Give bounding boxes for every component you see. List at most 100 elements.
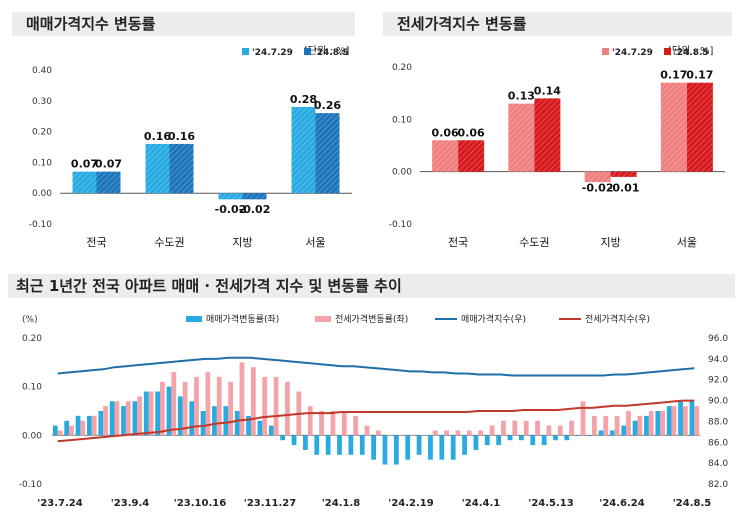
right-bar-label: 0.13 <box>508 90 535 103</box>
sale-change-bar <box>212 406 217 436</box>
sale-change-bar <box>496 435 502 446</box>
sale-change-bar <box>473 435 479 450</box>
left-ytick-label: 0.00 <box>32 189 52 199</box>
bottom-right-ytick-label: 92.0 <box>708 376 728 386</box>
jeonse-change-bar <box>228 381 233 436</box>
sale-change-bar <box>666 406 672 436</box>
sale-change-bar <box>132 401 138 436</box>
jeonse-change-bar <box>603 415 609 436</box>
sale-change-bar <box>87 415 92 436</box>
sale-change-bar <box>587 435 592 436</box>
sale-change-bar <box>416 435 422 455</box>
right-bar <box>584 171 611 183</box>
bottom-right-ytick-label: 94.0 <box>708 355 728 365</box>
left-bar-label: -0.02 <box>239 203 271 216</box>
jeonse-change-bar <box>421 435 427 436</box>
right-legend-swatch <box>664 48 671 55</box>
jeonse-change-bar <box>398 435 404 436</box>
jeonse-change-bar <box>489 425 495 436</box>
jeonse-change-bar <box>432 430 438 436</box>
jeonse-change-bar <box>216 376 222 436</box>
right-ytick-label: -0.10 <box>389 220 413 230</box>
right-legend-swatch <box>602 48 609 55</box>
sale-change-bar <box>98 411 104 436</box>
jeonse-change-bar <box>580 401 586 436</box>
left-bar-label: 0.07 <box>71 158 98 171</box>
right-ytick-label: 0.00 <box>392 168 412 178</box>
trend-legend-label: 전세가격지수(우) <box>585 313 650 325</box>
jeonse-change-bar <box>137 396 143 436</box>
jeonse-change-bar <box>273 376 279 436</box>
trend-legend-label: 전세가격변동률(좌) <box>335 313 408 325</box>
left-axis-unit: (%) <box>22 315 38 325</box>
sale-change-bar <box>530 435 536 446</box>
jeonse-change-bar <box>660 411 665 436</box>
left-category-label: 지방 <box>232 236 252 249</box>
jeonse-change-bar <box>91 415 97 436</box>
left-chart-unit: [단위 : %] <box>304 46 350 57</box>
right-bar <box>534 98 561 172</box>
trend-xtick-label: '24.1.8 <box>322 498 361 509</box>
jeonse-change-bar <box>239 362 245 436</box>
left-bar-label: 0.26 <box>314 99 341 112</box>
sale-change-bar <box>644 415 649 436</box>
jeonse-change-bar <box>250 367 256 436</box>
sale-change-bar <box>632 420 638 436</box>
jeonse-change-bar <box>455 430 461 436</box>
sale-change-bar <box>428 435 433 460</box>
jeonse-change-bar <box>410 435 415 436</box>
jeonse-change-bar <box>57 430 63 436</box>
sale-change-bar <box>200 411 206 436</box>
jeonse-change-bar <box>80 420 86 436</box>
bottom-right-ytick-label: 88.0 <box>708 417 728 427</box>
bottom-left-ytick-label: -0.10 <box>19 480 43 490</box>
jeonse-change-bar <box>171 372 177 436</box>
right-bar-label: 0.17 <box>686 69 713 82</box>
trend-xtick-label: '24.5.13 <box>528 498 573 509</box>
sale-change-bar <box>52 425 58 436</box>
jeonse-change-bar <box>637 415 643 436</box>
right-bar-label: -0.01 <box>608 182 640 195</box>
right-category-label: 서울 <box>677 236 697 249</box>
trend-legend-swatch <box>186 316 202 322</box>
jeonse-change-bar <box>148 391 154 436</box>
sale-change-bar <box>450 435 456 460</box>
left-ytick-label: -0.10 <box>29 220 53 230</box>
trend-xtick-label: '23.10.16 <box>174 498 226 509</box>
bottom-right-ytick-label: 96.0 <box>708 334 728 344</box>
sale-change-bar <box>405 435 411 460</box>
left-legend-label: '24.7.29 <box>252 48 293 58</box>
jeonse-change-bar <box>376 430 381 436</box>
left-bar <box>96 171 121 194</box>
right-bar <box>458 140 485 172</box>
sale-change-bar <box>621 425 627 436</box>
sale-change-bar <box>337 435 342 455</box>
right-category-label: 수도권 <box>519 236 549 249</box>
sale-change-bar <box>462 435 467 455</box>
left-bar <box>242 193 267 200</box>
jeonse-change-bar <box>160 381 165 436</box>
bottom-left-ytick-label: 0.20 <box>22 334 42 344</box>
jeonse-change-bar <box>285 381 290 436</box>
sale-change-bar <box>155 391 160 436</box>
jeonse-change-bar <box>671 406 677 436</box>
jeonse-change-bar <box>69 425 74 436</box>
sale-change-bar <box>177 396 183 436</box>
jeonse-change-bar <box>478 430 484 436</box>
sale-change-bar <box>143 391 149 436</box>
sale-change-bar <box>564 435 570 441</box>
right-bar <box>610 171 637 177</box>
left-category-label: 전국 <box>86 236 106 249</box>
left-bar <box>291 106 316 194</box>
right-bar <box>686 82 713 172</box>
trend-chart-title: 최근 1년간 전국 아파트 매매 · 전세가격 지수 및 변동률 추이 <box>8 274 735 298</box>
bottom-left-ytick-label: 0.10 <box>22 383 42 393</box>
jeonse-change-bar <box>546 425 552 436</box>
left-legend-label: '24.8.5 <box>314 48 349 58</box>
sale-change-bar <box>519 435 524 441</box>
bottom-right-ytick-label: 86.0 <box>708 438 728 448</box>
trend-legend-label: 매매가격변동률(좌) <box>206 313 279 325</box>
jeonse-change-bar <box>194 376 199 436</box>
trend-xtick-label: '24.6.24 <box>599 498 644 509</box>
left-chart-title: 매매가격지수 변동률 <box>12 12 355 36</box>
